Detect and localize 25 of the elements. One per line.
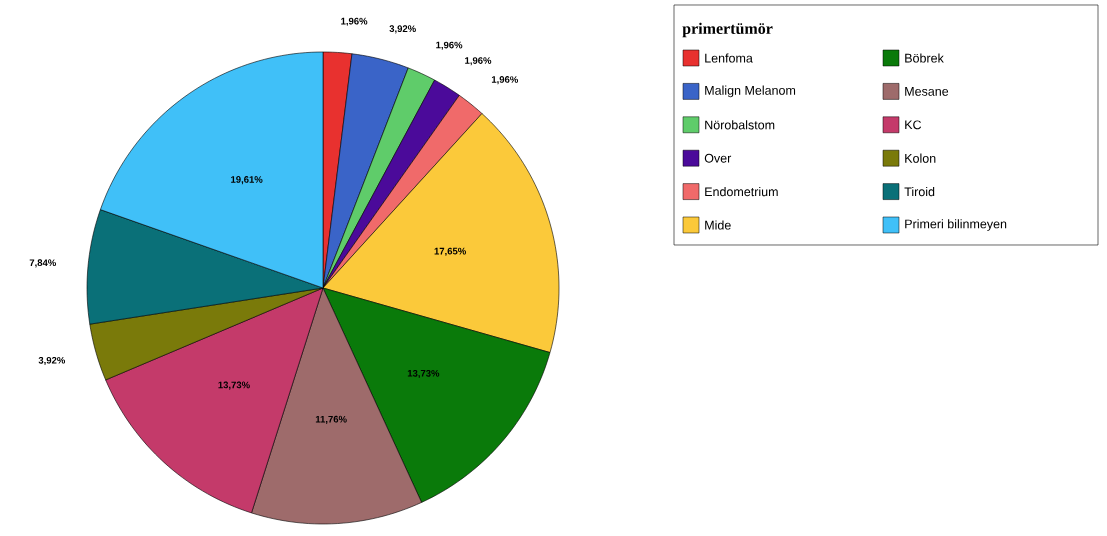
legend-label: Tiroid (904, 187, 935, 197)
legend-label: Over (704, 153, 732, 163)
data-label: 1,96% (465, 57, 492, 66)
legend-label: Lenfoma (705, 53, 753, 63)
data-label: 3,92% (38, 356, 66, 365)
data-label: 13,73% (218, 381, 250, 390)
legend-label: KC (905, 120, 922, 130)
data-label: 19,61% (231, 176, 263, 185)
data-label: 17,65% (434, 247, 466, 256)
legend-label: Nörobalstom (705, 120, 775, 130)
data-label: 1,96% (436, 41, 463, 50)
data-label: 7,84% (29, 259, 57, 268)
data-label: 13,73% (407, 369, 440, 379)
data-label: 11,76% (315, 415, 347, 424)
data-label: 1,96% (491, 76, 519, 85)
data-label: 3,92% (389, 25, 416, 34)
legend-label: Endometrium (705, 187, 778, 197)
legend-title: primertümör (682, 22, 773, 38)
legend-label: Mide (705, 220, 731, 230)
legend-label: Malign Melanom (705, 85, 796, 98)
legend-label: Mesane (905, 87, 949, 96)
legend-label: Kolon (905, 153, 936, 163)
data-label: 1,96% (341, 17, 368, 26)
legend-label: Primeri bilinmeyen (905, 219, 1007, 231)
legend-label: Böbrek (905, 53, 944, 63)
